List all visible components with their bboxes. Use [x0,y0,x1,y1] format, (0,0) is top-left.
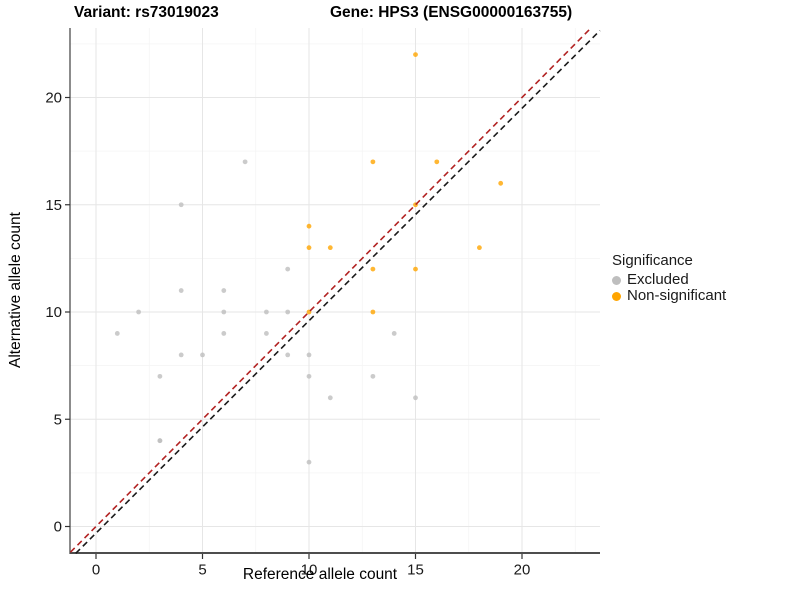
data-point-excluded [200,352,205,358]
data-point-non-significant [306,223,312,229]
x-tick-label: 20 [514,561,531,578]
secondary-line-black [75,30,601,554]
y-tick-label: 10 [45,304,62,321]
data-point-excluded [264,331,269,336]
data-point-excluded [178,288,184,293]
plot-title-gene: Gene: HPS3 (ENSG00000163755) [330,4,573,21]
x-tick-label: 5 [198,561,206,578]
data-point-excluded [242,159,248,165]
y-tick-label: 20 [45,90,62,107]
legend-dot-excluded [612,275,621,285]
y-tick-label: 15 [45,197,62,214]
legend-item-non-significant: Non-significant [612,288,726,304]
data-point-excluded [306,352,312,358]
data-point-excluded [136,309,142,315]
plot-title-variant: Variant: rs73019023 [74,4,219,21]
data-point-excluded [370,373,376,379]
x-axis-label: Reference allele count [242,566,398,583]
legend-title: Significance [612,252,693,269]
data-point-non-significant [498,180,504,186]
y-axis-label: Alternative allele count [7,212,24,368]
data-point-excluded [114,331,120,336]
legend-label-excluded: Excluded [627,271,689,288]
data-point-non-significant [370,266,376,272]
data-point-excluded [157,373,163,379]
data-point-non-significant [413,266,418,272]
data-point-non-significant [370,309,376,315]
y-tick-label: 5 [54,411,62,428]
data-point-excluded [306,459,312,465]
data-point-non-significant [327,245,333,251]
legend-item-excluded: Excluded [612,272,726,288]
data-point-non-significant [413,52,418,57]
data-point-non-significant [370,159,376,165]
data-point-excluded [264,309,269,315]
data-point-non-significant [477,245,482,251]
legend: Significance Excluded Non-significant [612,252,726,304]
data-point-non-significant [306,245,312,251]
data-point-excluded [178,352,184,358]
legend-dot-non-significant [612,291,621,301]
data-point-excluded [221,331,227,336]
data-point-excluded [221,309,227,315]
data-point-excluded [285,266,291,272]
data-point-excluded [178,202,184,208]
data-point-excluded [157,438,163,444]
data-point-excluded [221,288,227,293]
x-tick-label: 0 [92,561,100,578]
data-point-excluded [327,395,333,401]
data-point-excluded [285,352,291,358]
x-tick-label: 15 [407,561,424,578]
data-point-excluded [391,331,397,336]
data-point-excluded [306,373,312,379]
data-point-non-significant [434,159,440,165]
identity-line-red [69,27,592,553]
legend-label-non-significant: Non-significant [627,287,727,304]
data-point-excluded [413,395,418,401]
data-point-excluded [285,309,291,315]
x-tick-label: 10 [301,561,318,578]
y-tick-label: 0 [54,519,62,536]
